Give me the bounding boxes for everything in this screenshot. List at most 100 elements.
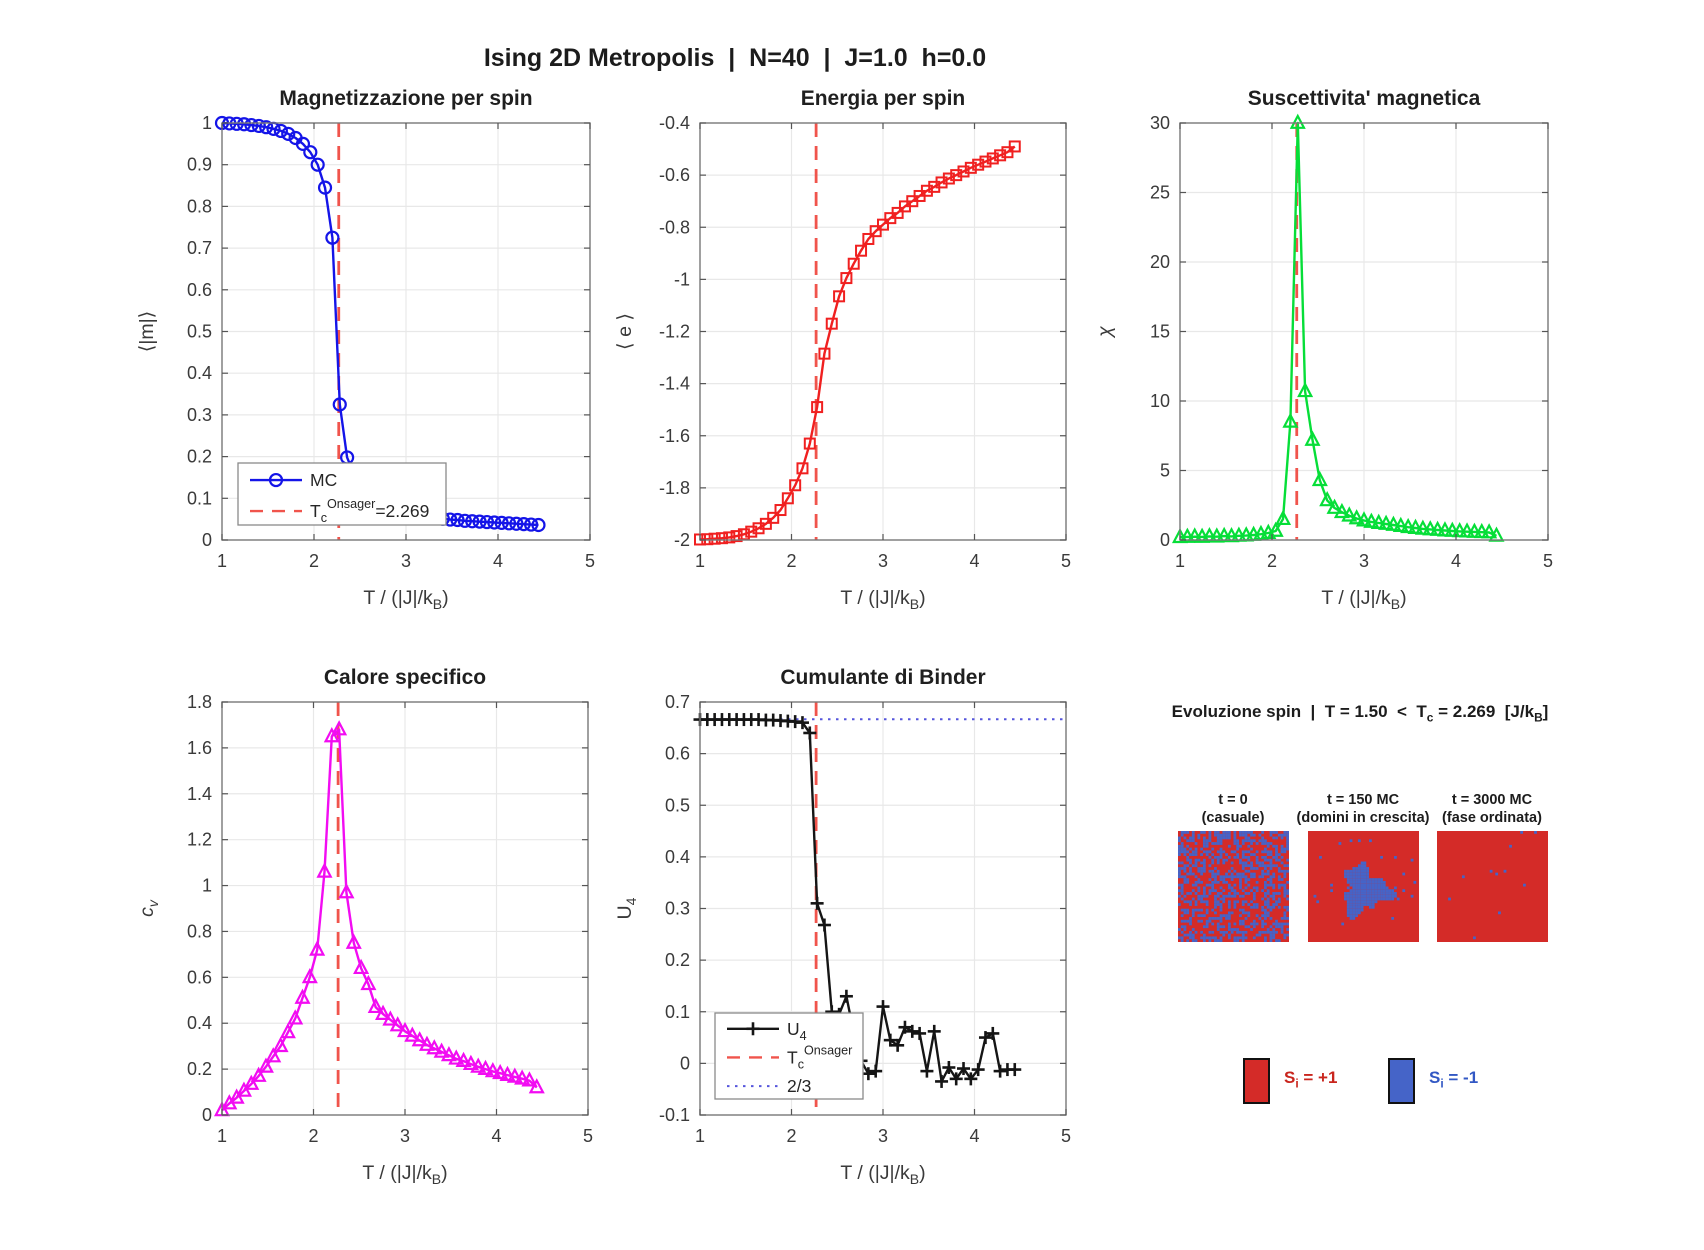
svg-text:1.8: 1.8 — [187, 692, 212, 712]
snapshot-label-t0: t = 0 (casuale) — [1201, 792, 1265, 826]
svg-text:5: 5 — [1061, 1126, 1071, 1146]
svg-text:-1: -1 — [674, 269, 690, 289]
svg-text:1.4: 1.4 — [187, 784, 212, 804]
spin-lattice-t150 — [1308, 831, 1419, 942]
svg-text:15: 15 — [1150, 322, 1170, 342]
svg-text:U4: U4 — [614, 897, 639, 919]
svg-text:2: 2 — [308, 1126, 318, 1146]
svg-text:1: 1 — [217, 1126, 227, 1146]
svg-text:25: 25 — [1150, 183, 1170, 203]
svg-text:0.7: 0.7 — [665, 692, 690, 712]
svg-text:3: 3 — [878, 551, 888, 571]
svg-text:Energia per spin: Energia per spin — [801, 87, 966, 110]
chart-svg: 1 2 3 4 5 0 0.2 0.4 0.6 0.8 1 1.2 1.4 1.6 1.8 Calore sp… — [136, 666, 593, 1187]
svg-text:5: 5 — [1061, 551, 1071, 571]
svg-text:0.4: 0.4 — [665, 847, 690, 867]
snapshot-label-t3000: t = 3000 MC (fase ordinata) — [1442, 792, 1542, 826]
svg-text:2: 2 — [786, 551, 796, 571]
spin-up-label: Si = +1 — [1284, 1068, 1338, 1091]
chart-svg: 1 2 3 4 5 0 0.1 0.2 0.3 0.4 0.5 0.6 0.7 0.8 0.9 1 Magnet… — [136, 87, 595, 612]
svg-text:0.2: 0.2 — [187, 447, 212, 467]
svg-text:0.3: 0.3 — [187, 405, 212, 425]
spin-header-sub-b: B — [1534, 710, 1543, 725]
svg-text:0.1: 0.1 — [187, 488, 212, 508]
svg-text:2: 2 — [1267, 551, 1277, 571]
svg-text:0: 0 — [1160, 530, 1170, 550]
chart-svg: 1 2 3 4 5 -2 -1.8 -1.6 -1.4 -1.2 -1 -0.8 -0.6 -0.4 Ene… — [614, 87, 1071, 612]
svg-text:0.7: 0.7 — [187, 238, 212, 258]
figure-title: Ising 2D Metropolis | N=40 | J=1.0 h=0.0 — [483, 44, 987, 72]
svg-text:-0.8: -0.8 — [659, 217, 690, 237]
svg-text:T / (|J|/kB): T / (|J|/kB) — [1321, 587, 1406, 612]
svg-text:5: 5 — [585, 551, 595, 571]
svg-text:0: 0 — [680, 1053, 690, 1073]
snapshot-label-t150: t = 150 MC (domini in crescita) — [1296, 792, 1430, 826]
svg-text:20: 20 — [1150, 252, 1170, 272]
svg-text:30: 30 — [1150, 113, 1170, 133]
svg-text:-0.4: -0.4 — [659, 113, 690, 133]
spin-up-swatch — [1243, 1058, 1270, 1104]
svg-text:-0.1: -0.1 — [659, 1105, 690, 1125]
svg-text:T / (|J|/kB): T / (|J|/kB) — [840, 587, 925, 612]
svg-text:3: 3 — [1359, 551, 1369, 571]
svg-text:0.2: 0.2 — [187, 1059, 212, 1079]
chart-specific-heat: 1 2 3 4 5 0 0.2 0.4 0.6 0.8 1 1.2 1.4 1.6 1.8 Calore sp… — [127, 657, 626, 1193]
svg-text:MC: MC — [310, 470, 337, 490]
spin-down-label: Si = -1 — [1429, 1068, 1479, 1091]
svg-text:1: 1 — [695, 551, 705, 571]
svg-text:1.6: 1.6 — [187, 738, 212, 758]
svg-text:3: 3 — [878, 1126, 888, 1146]
svg-text:0.4: 0.4 — [187, 1013, 212, 1033]
svg-text:-2: -2 — [674, 530, 690, 550]
svg-text:2: 2 — [309, 551, 319, 571]
svg-text:2/3: 2/3 — [787, 1076, 811, 1096]
spin-header-text: Evoluzione spin | T = 1.50 < T — [1171, 702, 1427, 721]
svg-text:5: 5 — [1160, 461, 1170, 481]
chart-energy-per-spin: 1 2 3 4 5 -2 -1.8 -1.6 -1.4 -1.2 -1 -0.8 -0.6 -0.4 Ene… — [605, 78, 1104, 618]
spin-lattice-t0 — [1178, 831, 1289, 942]
chart-svg: 1 2 3 4 5 -0.1 0 0.1 0.2 0.3 0.4 0.5 0.6 0.7 Cumulante… — [614, 666, 1071, 1187]
svg-text:0.3: 0.3 — [665, 899, 690, 919]
svg-text:0.8: 0.8 — [187, 921, 212, 941]
svg-text:TcOnsager: TcOnsager — [787, 1043, 852, 1071]
svg-text:Suscettivita' magnetica: Suscettivita' magnetica — [1248, 87, 1481, 110]
svg-text:2: 2 — [786, 1126, 796, 1146]
svg-text:-1.4: -1.4 — [659, 374, 690, 394]
svg-text:0: 0 — [202, 530, 212, 550]
svg-text:4: 4 — [969, 1126, 979, 1146]
svg-text:10: 10 — [1150, 391, 1170, 411]
svg-text:Cumulante di Binder: Cumulante di Binder — [780, 666, 985, 689]
svg-text:0.6: 0.6 — [665, 744, 690, 764]
spin-header-text: ] — [1542, 702, 1549, 721]
svg-text:1: 1 — [217, 551, 227, 571]
svg-text:U4: U4 — [787, 1019, 807, 1043]
svg-text:-1.6: -1.6 — [659, 426, 690, 446]
svg-text:5: 5 — [583, 1126, 593, 1146]
svg-text:4: 4 — [493, 551, 503, 571]
svg-text:0.6: 0.6 — [187, 967, 212, 987]
svg-text:1.2: 1.2 — [187, 830, 212, 850]
svg-text:-0.6: -0.6 — [659, 165, 690, 185]
svg-text:0.1: 0.1 — [665, 1002, 690, 1022]
svg-text:5: 5 — [1543, 551, 1553, 571]
svg-text:0.5: 0.5 — [665, 795, 690, 815]
svg-text:cv: cv — [136, 899, 161, 917]
svg-text:4: 4 — [491, 1126, 501, 1146]
spin-lattice-t3000 — [1437, 831, 1548, 942]
svg-text:⟨|m|⟩: ⟨|m|⟩ — [136, 311, 158, 353]
svg-text:T / (|J|/kB): T / (|J|/kB) — [362, 1162, 447, 1187]
svg-text:0: 0 — [202, 1105, 212, 1125]
chart-magnetic-susceptibility: 1 2 3 4 5 0 5 10 15 20 25 30 Suscettivita' magnetica… — [1085, 78, 1586, 618]
svg-text:4: 4 — [1451, 551, 1461, 571]
spin-panel-title: Evoluzione spin | T = 1.50 < Tc = 2.269 … — [1158, 702, 1562, 724]
svg-text:T / (|J|/kB): T / (|J|/kB) — [363, 587, 448, 612]
svg-text:0.4: 0.4 — [187, 363, 212, 383]
svg-text:1: 1 — [202, 113, 212, 133]
svg-text:⟨ e ⟩: ⟨ e ⟩ — [614, 313, 636, 350]
spin-header-sub-c: c — [1426, 710, 1434, 725]
chart-magnetization-per-spin: 1 2 3 4 5 0 0.1 0.2 0.3 0.4 0.5 0.6 0.7 0.8 0.9 1 Magnet… — [127, 78, 628, 618]
svg-text:0.6: 0.6 — [187, 280, 212, 300]
svg-text:0.8: 0.8 — [187, 196, 212, 216]
svg-text:4: 4 — [969, 551, 979, 571]
svg-text:0.2: 0.2 — [665, 950, 690, 970]
